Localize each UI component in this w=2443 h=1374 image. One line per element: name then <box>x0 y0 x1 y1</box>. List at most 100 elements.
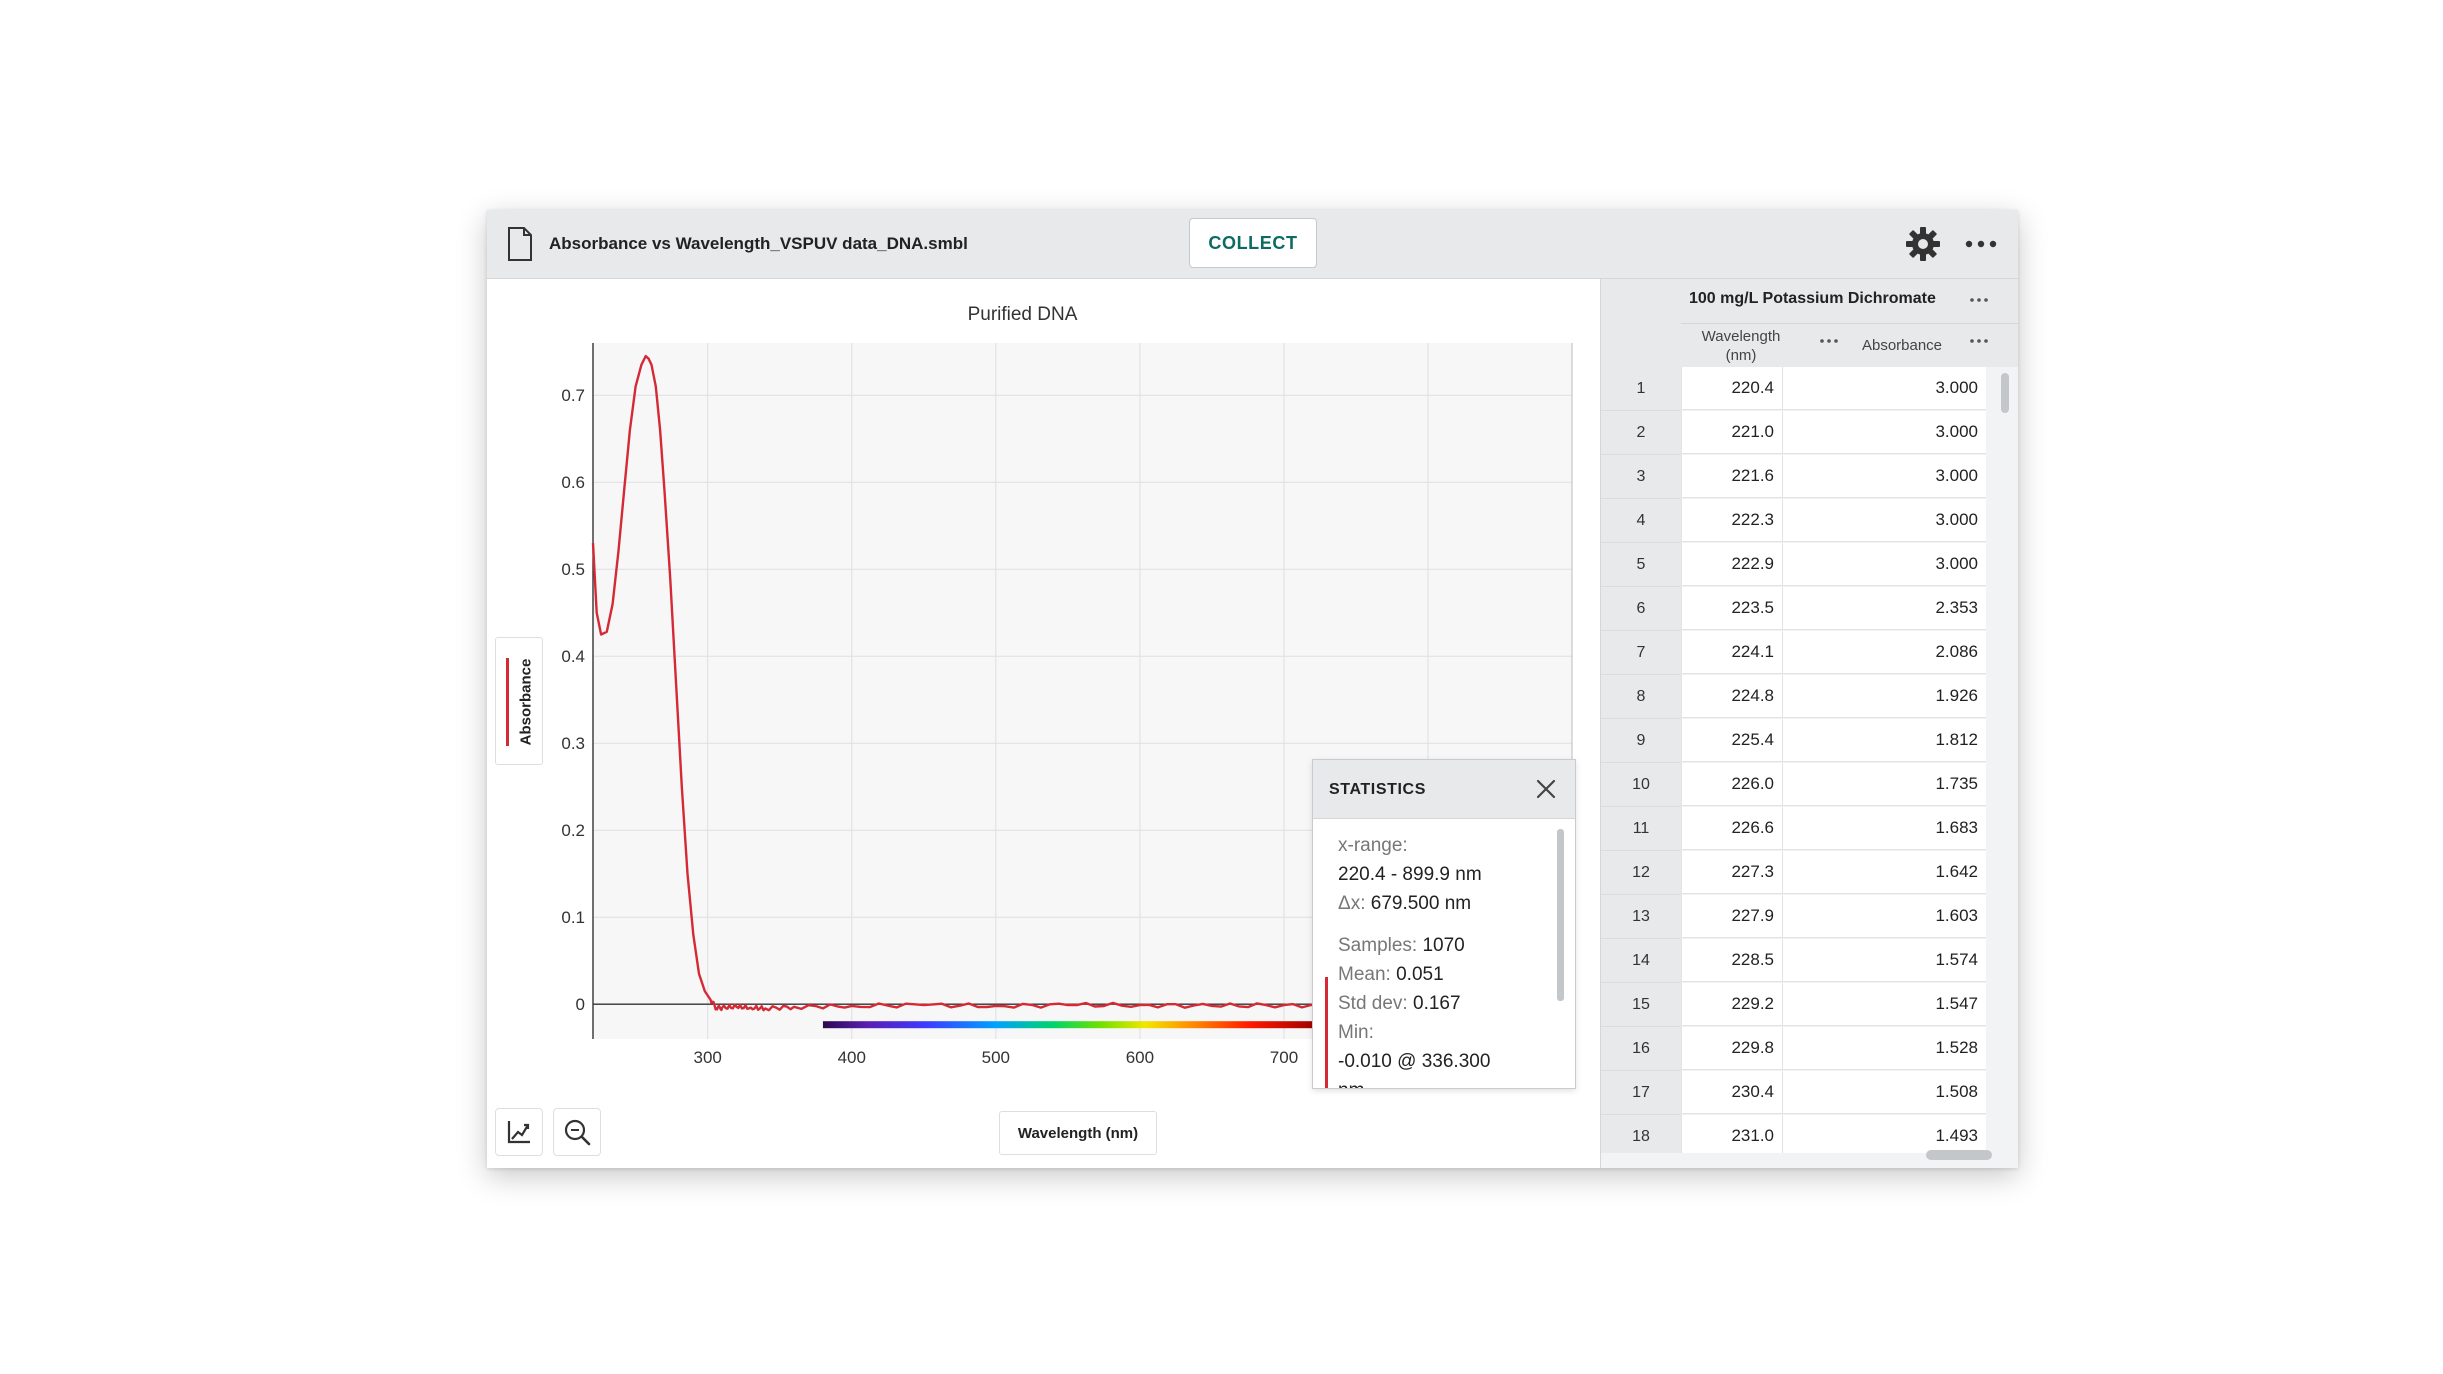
cell-absorbance[interactable]: 1.683 <box>1782 807 1986 850</box>
table-row[interactable]: 15 229.2 1.547 <box>1601 983 2018 1027</box>
header-divider <box>1681 323 2018 324</box>
x-tick-label: 700 <box>1270 1048 1298 1067</box>
cell-absorbance[interactable]: 3.000 <box>1782 411 1986 454</box>
table-row[interactable]: 5 222.9 3.000 <box>1601 543 2018 587</box>
cell-wavelength[interactable]: 227.9 <box>1681 895 1782 938</box>
graph-options-icon <box>507 1121 530 1144</box>
table-row[interactable]: 9 225.4 1.812 <box>1601 719 2018 763</box>
cell-absorbance[interactable]: 1.642 <box>1782 851 1986 894</box>
more-horizontal-icon[interactable] <box>1961 230 2001 258</box>
cell-wavelength[interactable]: 222.9 <box>1681 543 1782 586</box>
cell-wavelength[interactable]: 227.3 <box>1681 851 1782 894</box>
row-index: 8 <box>1601 675 1681 719</box>
cell-wavelength[interactable]: 229.2 <box>1681 983 1782 1026</box>
row-index: 16 <box>1601 1027 1681 1071</box>
cell-absorbance[interactable]: 3.000 <box>1782 455 1986 498</box>
cell-absorbance[interactable]: 1.493 <box>1782 1115 1986 1153</box>
cell-wavelength[interactable]: 225.4 <box>1681 719 1782 762</box>
row-index: 10 <box>1601 763 1681 807</box>
cell-wavelength[interactable]: 230.4 <box>1681 1071 1782 1114</box>
table-row[interactable]: 10 226.0 1.735 <box>1601 763 2018 807</box>
cell-wavelength[interactable]: 224.8 <box>1681 675 1782 718</box>
y-tick-label: 0.7 <box>561 386 585 405</box>
row-index: 5 <box>1601 543 1681 587</box>
table-row[interactable]: 14 228.5 1.574 <box>1601 939 2018 983</box>
cell-wavelength[interactable]: 226.6 <box>1681 807 1782 850</box>
table-rows: 1 220.4 3.000 2 221.0 3.000 3 221.6 3.000 4 222.3 3… <box>1601 367 2018 1153</box>
y-tick-label: 0.4 <box>561 647 585 666</box>
cell-absorbance[interactable]: 2.086 <box>1782 631 1986 674</box>
statistics-title: STATISTICS <box>1329 781 1426 798</box>
row-index: 2 <box>1601 411 1681 455</box>
file-title[interactable]: Absorbance vs Wavelength_VSPUV data_DNA.… <box>549 234 968 253</box>
cell-wavelength[interactable]: 224.1 <box>1681 631 1782 674</box>
cell-absorbance[interactable]: 1.528 <box>1782 1027 1986 1070</box>
cell-wavelength[interactable]: 223.5 <box>1681 587 1782 630</box>
stat-min-label: Min: <box>1338 1022 1374 1043</box>
table-row[interactable]: 13 227.9 1.603 <box>1601 895 2018 939</box>
cell-wavelength[interactable]: 229.8 <box>1681 1027 1782 1070</box>
cell-wavelength[interactable]: 226.0 <box>1681 763 1782 806</box>
cell-absorbance[interactable]: 1.812 <box>1782 719 1986 762</box>
table-row[interactable]: 2 221.0 3.000 <box>1601 411 2018 455</box>
cell-absorbance[interactable]: 1.926 <box>1782 675 1986 718</box>
cell-absorbance[interactable]: 3.000 <box>1782 367 1986 410</box>
table-row[interactable]: 4 222.3 3.000 <box>1601 499 2018 543</box>
row-index: 1 <box>1601 367 1681 411</box>
cell-wavelength[interactable]: 231.0 <box>1681 1115 1782 1153</box>
cell-absorbance[interactable]: 3.000 <box>1782 543 1986 586</box>
y-axis-selector[interactable]: Absorbance <box>495 637 543 765</box>
y-tick-label: 0 <box>576 995 585 1014</box>
table-row[interactable]: 17 230.4 1.508 <box>1601 1071 2018 1115</box>
y-tick-label: 0.6 <box>561 473 585 492</box>
row-index: 15 <box>1601 983 1681 1027</box>
x-tick-label: 500 <box>982 1048 1010 1067</box>
cell-absorbance[interactable]: 1.603 <box>1782 895 1986 938</box>
stat-samples: Samples: 1070 <box>1338 935 1465 956</box>
y-axis-label: Absorbance <box>517 658 535 746</box>
cell-absorbance[interactable]: 1.735 <box>1782 763 1986 806</box>
table-row[interactable]: 11 226.6 1.683 <box>1601 807 2018 851</box>
statistics-header: STATISTICS <box>1313 760 1575 819</box>
table-row[interactable]: 8 224.8 1.926 <box>1601 675 2018 719</box>
cell-absorbance[interactable]: 1.508 <box>1782 1071 1986 1114</box>
cell-wavelength[interactable]: 228.5 <box>1681 939 1782 982</box>
table-row[interactable]: 3 221.6 3.000 <box>1601 455 2018 499</box>
column-absorbance-more-icon[interactable] <box>1968 337 1990 345</box>
table-horizontal-scrollbar[interactable] <box>1926 1150 1992 1160</box>
document-icon <box>508 227 532 261</box>
statistics-panel: STATISTICS x-range: 220.4 - 899.9 nm Δx:… <box>1312 759 1576 1089</box>
cell-wavelength[interactable]: 221.0 <box>1681 411 1782 454</box>
table-row[interactable]: 16 229.8 1.528 <box>1601 1027 2018 1071</box>
collect-button[interactable]: COLLECT <box>1189 218 1317 268</box>
statistics-scrollbar[interactable] <box>1557 829 1564 1001</box>
chart-title: Purified DNA <box>968 304 1078 325</box>
cell-absorbance[interactable]: 2.353 <box>1782 587 1986 630</box>
zoom-button[interactable] <box>553 1108 601 1156</box>
table-row[interactable]: 6 223.5 2.353 <box>1601 587 2018 631</box>
table-row[interactable]: 7 224.1 2.086 <box>1601 631 2018 675</box>
table-vertical-scrollbar[interactable] <box>2001 373 2009 413</box>
dataset-more-icon[interactable] <box>1968 296 1990 304</box>
close-icon[interactable] <box>1535 778 1557 800</box>
cell-wavelength[interactable]: 220.4 <box>1681 367 1782 410</box>
gear-icon[interactable] <box>1905 226 1941 262</box>
column-header-absorbance[interactable]: Absorbance <box>1861 337 1943 354</box>
visible-spectrum-bar <box>822 1021 1400 1029</box>
dataset-name[interactable]: 100 mg/L Potassium Dichromate <box>1689 290 1936 307</box>
graph-options-button[interactable] <box>495 1108 543 1156</box>
cell-wavelength[interactable]: 221.6 <box>1681 455 1782 498</box>
cell-absorbance[interactable]: 3.000 <box>1782 499 1986 542</box>
table-row[interactable]: 12 227.3 1.642 <box>1601 851 2018 895</box>
cell-absorbance[interactable]: 1.547 <box>1782 983 1986 1026</box>
row-index: 3 <box>1601 455 1681 499</box>
x-axis-selector[interactable]: Wavelength (nm) <box>999 1111 1157 1155</box>
stat-min-unit: nm <box>1338 1080 1364 1088</box>
cell-absorbance[interactable]: 1.574 <box>1782 939 1986 982</box>
table-row[interactable]: 18 231.0 1.493 <box>1601 1115 2018 1153</box>
column-wavelength-more-icon[interactable] <box>1818 337 1840 345</box>
column-header-wavelength[interactable]: Wavelength (nm) <box>1701 328 1781 364</box>
title-bar: Absorbance vs Wavelength_VSPUV data_DNA.… <box>487 210 2018 279</box>
cell-wavelength[interactable]: 222.3 <box>1681 499 1782 542</box>
table-row[interactable]: 1 220.4 3.000 <box>1601 367 2018 411</box>
